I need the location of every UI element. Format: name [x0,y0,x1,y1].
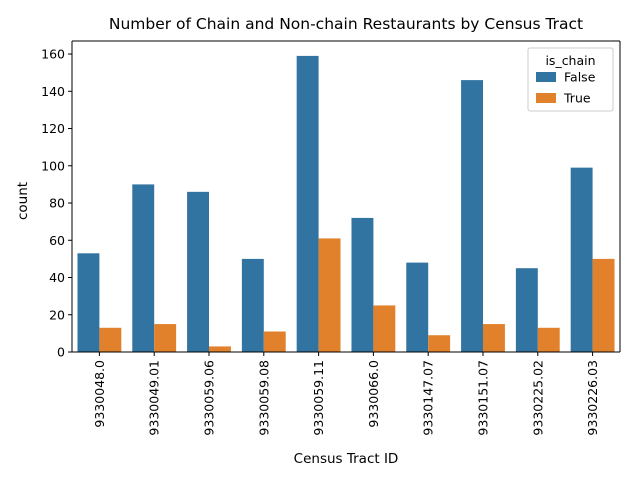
legend-swatch-true [536,93,556,103]
bar-false-1 [132,184,155,352]
bar-true-5 [373,305,396,352]
bar-true-9 [592,258,615,352]
y-tick-label-6: 120 [41,121,65,136]
bar-false-3 [241,258,264,352]
bar-false-2 [187,191,209,352]
bar-true-0 [99,327,122,352]
y-axis-title: count [15,182,31,220]
legend-label-true: True [563,91,591,106]
y-tick-label-4: 80 [49,196,65,211]
bar-true-6 [428,335,451,352]
bar-false-0 [77,253,100,352]
x-tick-label-3: 9330059.08 [256,360,271,436]
bar-true-3 [263,331,286,352]
x-tick-label-4: 9330059.11 [311,360,326,436]
bar-true-4 [318,238,341,352]
legend-title: is_chain [545,53,595,68]
x-tick-label-0: 9330048.0 [92,360,107,428]
chart-title: Number of Chain and Non-chain Restaurant… [109,15,583,33]
x-tick-label-5: 9330066.0 [366,360,381,428]
bar-false-7 [461,80,483,353]
x-tick-label-1: 9330049.01 [147,360,162,436]
y-tick-label-7: 140 [41,84,65,99]
y-tick-label-8: 160 [41,47,65,62]
x-tick-label-8: 9330225.02 [530,360,545,436]
bar-false-8 [515,268,538,352]
x-tick-label-6: 9330147.07 [421,360,436,436]
x-tick-label-7: 9330151.07 [476,360,491,436]
legend: is_chain False True [527,47,614,112]
y-tick-label-1: 20 [49,307,65,322]
bar-true-1 [154,324,177,352]
bar-false-9 [570,167,593,352]
x-tick-label-2: 9330059.06 [202,360,217,436]
bar-false-5 [351,217,374,352]
bar-true-8 [537,327,560,352]
y-tick-label-2: 40 [49,270,65,285]
x-axis-title: Census Tract ID [294,451,399,467]
bar-true-2 [209,346,231,352]
x-tick-label-9: 9330226.03 [585,360,600,436]
y-tick-label-3: 60 [49,233,65,248]
y-tick-label-5: 100 [41,158,65,173]
bar-false-4 [296,55,319,353]
y-tick-label-0: 0 [57,345,65,360]
plot-area: 0 20 40 60 80 100 120 140 160 9330048.0 9330049.01… [41,40,621,436]
legend-label-false: False [564,70,596,85]
bar-true-7 [483,324,505,352]
legend-swatch-false [536,72,556,82]
bar-false-6 [406,262,429,352]
